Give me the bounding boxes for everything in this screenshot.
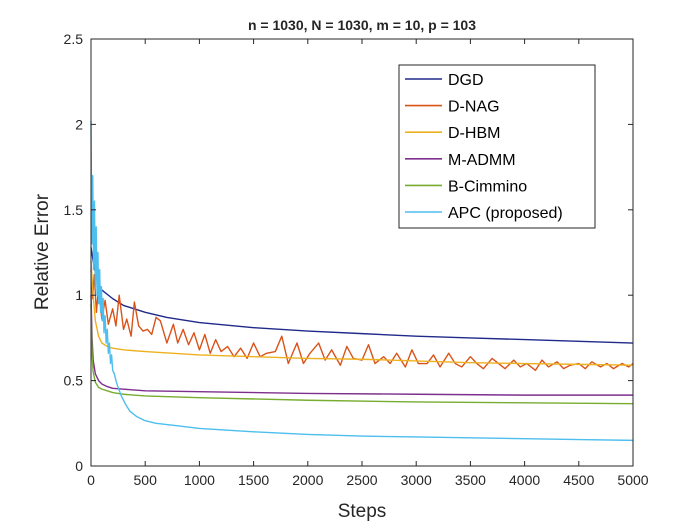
series-line-d-nag [90, 269, 634, 372]
x-tick-label: 500 [134, 472, 158, 488]
y-tick-label: 0 [75, 458, 83, 474]
x-tick-label: 3500 [455, 472, 486, 488]
tick-layer: 0 500 1000 1500 2000 2500 3000 3500 4000 4500 5000… [64, 31, 649, 488]
series-line-b-cimmino [90, 303, 634, 405]
legend-label: APC (proposed) [448, 205, 563, 222]
y-axis-label: Relative Error [32, 193, 53, 310]
chart-title: n = 1030, N = 1030, m = 10, p = 103 [248, 17, 476, 33]
x-axis-label: Steps [338, 501, 387, 522]
series-layer [90, 120, 634, 442]
x-tick-label: 1500 [238, 472, 269, 488]
series-line-m-admm [90, 295, 633, 396]
y-tick-label: 1.5 [64, 202, 84, 218]
x-tick-label: 2000 [292, 472, 323, 488]
x-tick-label: 5000 [617, 472, 648, 488]
y-tick-label: 1 [75, 287, 83, 303]
legend-label: B-Cimmino [448, 178, 527, 195]
x-tick-label: 2500 [346, 472, 377, 488]
legend: DGD D-NAG D-HBM M-ADMM B-Cimmino APC (propose… [398, 64, 596, 229]
legend-label: D-HBM [448, 125, 500, 142]
y-tick-label: 2.5 [64, 31, 84, 47]
series-line-d-hbm [90, 260, 634, 366]
legend-label: DGD [448, 72, 484, 89]
x-tick-label: 0 [87, 472, 95, 488]
x-tick-label: 4000 [509, 472, 540, 488]
x-tick-label: 3000 [401, 472, 432, 488]
series-line-apc-proposed [90, 120, 634, 442]
legend-box [398, 64, 596, 229]
x-tick-label: 4500 [563, 472, 594, 488]
y-tick-label: 0.5 [64, 373, 84, 389]
legend-label: M-ADMM [448, 152, 516, 169]
y-tick-label: 2 [75, 116, 83, 132]
legend-label: D-NAG [448, 99, 500, 116]
x-tick-label: 1000 [184, 472, 215, 488]
